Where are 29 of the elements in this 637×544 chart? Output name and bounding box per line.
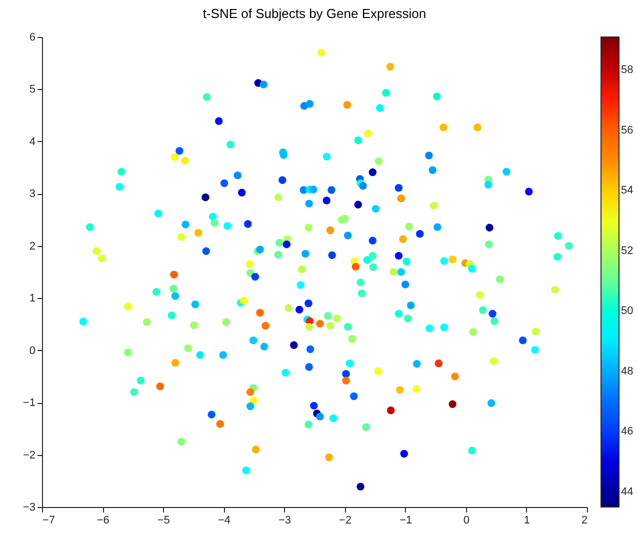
- x-tick-label: 1: [524, 514, 530, 526]
- y-tick-label: 0: [29, 344, 36, 357]
- x-tick-label: 0: [463, 514, 470, 526]
- y-tick-label: 2: [29, 240, 36, 252]
- y-tick-label: 6: [29, 32, 36, 44]
- y-tick-label: −2: [22, 449, 36, 462]
- x-tick-label: −6: [96, 514, 110, 526]
- color-bar-label: 58: [621, 64, 634, 76]
- x-tick-label: −1: [400, 514, 412, 526]
- y-tick-label: −1: [22, 397, 36, 410]
- y-tick-label: 4: [29, 136, 36, 148]
- y-tick-label: 5: [29, 84, 36, 96]
- color-bar-label: 56: [621, 124, 634, 136]
- chart-title: t-SNE of Subjects by Gene Expression: [202, 6, 426, 21]
- y-tick-label: 3: [29, 188, 36, 200]
- x-tick-label: 2: [581, 514, 588, 526]
- color-bar-label: 54: [621, 184, 634, 197]
- x-tick-label: −4: [218, 514, 230, 526]
- y-tick-label: 1: [29, 292, 36, 305]
- color-bar-label: 52: [621, 244, 634, 257]
- color-bar-label: 46: [621, 426, 634, 438]
- x-tick-label: −5: [157, 514, 170, 526]
- x-tick-label: −2: [339, 514, 352, 526]
- color-bar-label: 50: [621, 305, 634, 318]
- x-tick-label: −7: [42, 514, 56, 526]
- x-tick-label: −3: [278, 514, 291, 526]
- color-bar-label: 48: [621, 365, 634, 378]
- y-tick-label: −3: [22, 502, 36, 514]
- color-bar-label: 44: [621, 486, 634, 498]
